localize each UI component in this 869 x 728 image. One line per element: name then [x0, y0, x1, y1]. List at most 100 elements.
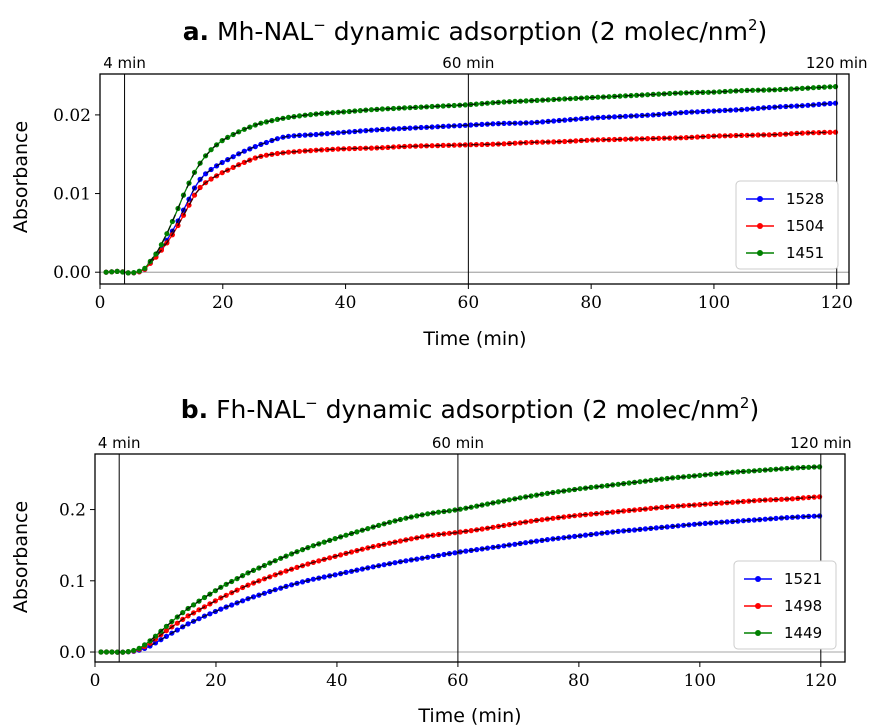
- data-point: [451, 102, 457, 109]
- series-line-1521: [101, 515, 820, 653]
- data-point: [302, 132, 308, 138]
- data-point: [120, 649, 126, 655]
- data-point: [418, 143, 424, 149]
- legend-marker-1521: [755, 576, 761, 582]
- data-point: [274, 136, 280, 142]
- data-point: [789, 496, 796, 502]
- data-point: [332, 572, 338, 578]
- x-tick-label: 40: [326, 671, 348, 691]
- data-point: [252, 144, 258, 150]
- data-point: [374, 127, 380, 133]
- data-point: [816, 130, 822, 136]
- chart-title-b: b. Fh-NAL− dynamic adsorption (2 molec/n…: [181, 394, 759, 424]
- data-point: [588, 511, 594, 517]
- data-point: [463, 548, 469, 554]
- data-point: [403, 558, 409, 564]
- data-point: [324, 147, 330, 153]
- data-point: [573, 138, 579, 144]
- data-point: [534, 97, 540, 103]
- data-point: [577, 486, 583, 492]
- data-point: [401, 105, 408, 111]
- data-point: [414, 556, 420, 562]
- data-point: [197, 184, 203, 191]
- data-point: [821, 84, 828, 90]
- data-point: [562, 138, 568, 145]
- data-point: [572, 533, 578, 540]
- data-point: [683, 109, 689, 115]
- y-tick-label: 0.2: [59, 501, 86, 521]
- data-point: [729, 499, 736, 505]
- data-point: [474, 503, 480, 509]
- y-tick-label: 0.01: [53, 185, 91, 205]
- x-tick-label: 120: [820, 293, 852, 313]
- data-point: [697, 502, 703, 508]
- data-point: [544, 490, 551, 496]
- data-point: [528, 518, 534, 524]
- data-point: [716, 133, 723, 139]
- y-tick-label: 0.0: [59, 643, 86, 663]
- data-point: [584, 95, 590, 101]
- data-point: [533, 538, 540, 544]
- data-point: [263, 139, 269, 146]
- data-point: [656, 135, 662, 141]
- data-point: [645, 92, 651, 98]
- data-point: [387, 519, 393, 525]
- data-point: [733, 107, 739, 113]
- data-point: [223, 581, 229, 587]
- data-point: [799, 130, 805, 136]
- data-point: [805, 102, 811, 108]
- data-point: [528, 493, 534, 499]
- data-point: [441, 551, 447, 558]
- data-point: [274, 116, 280, 122]
- vline-label-120min: 120 min: [806, 54, 868, 72]
- data-point: [615, 481, 621, 487]
- data-point: [816, 101, 822, 107]
- data-point: [241, 159, 247, 165]
- data-point: [136, 645, 142, 651]
- data-point: [683, 135, 689, 141]
- data-point: [285, 114, 292, 120]
- data-point: [368, 107, 374, 113]
- vline-label-60min: 60 min: [432, 434, 484, 452]
- data-point: [285, 149, 292, 155]
- data-point: [164, 231, 170, 237]
- y-tick-label: 0.02: [53, 106, 91, 126]
- data-point: [392, 560, 398, 566]
- data-point: [645, 136, 651, 142]
- data-point: [637, 506, 643, 513]
- data-point: [324, 131, 330, 137]
- data-point: [338, 552, 344, 558]
- data-point: [425, 511, 431, 517]
- data-point: [452, 550, 458, 556]
- data-point: [672, 110, 678, 116]
- data-point: [667, 90, 673, 97]
- data-point: [321, 539, 327, 545]
- data-point: [462, 102, 468, 108]
- chart-title-a: a. Mh-NAL− dynamic adsorption (2 molec/n…: [183, 16, 768, 46]
- data-point: [501, 141, 507, 147]
- data-point: [545, 97, 551, 103]
- legend-marker-1451: [757, 250, 763, 256]
- y-axis-label-b: Absorbance: [10, 501, 32, 613]
- data-point: [540, 119, 546, 125]
- data-point: [440, 103, 446, 109]
- vline-label-4min: 4 min: [98, 434, 141, 452]
- data-point: [811, 513, 817, 519]
- data-point: [219, 170, 225, 176]
- data-point: [418, 104, 424, 110]
- data-point: [327, 555, 333, 561]
- data-point: [479, 121, 485, 127]
- x-tick-label: 100: [684, 671, 716, 691]
- data-point: [506, 497, 512, 503]
- data-point: [109, 649, 115, 655]
- data-point: [403, 515, 409, 521]
- y-tick-label: 0.1: [59, 572, 86, 592]
- data-point: [368, 145, 374, 151]
- data-point: [611, 114, 618, 120]
- data-point: [817, 464, 823, 470]
- legend-label-1521: 1521: [784, 570, 822, 588]
- fit-curve-1449: [148, 466, 821, 642]
- series-1451: [103, 84, 839, 276]
- data-point: [702, 520, 708, 527]
- data-point: [573, 95, 579, 101]
